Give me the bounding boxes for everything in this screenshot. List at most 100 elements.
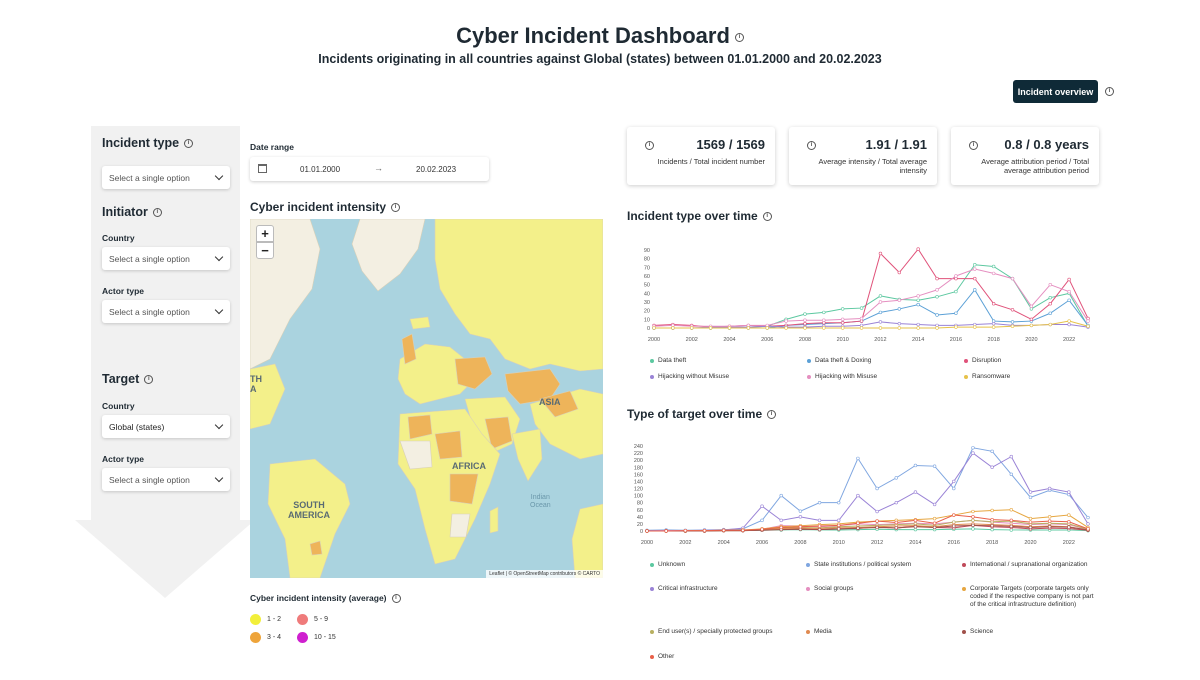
data-point[interactable] bbox=[935, 288, 939, 292]
data-point[interactable] bbox=[916, 302, 920, 307]
data-point[interactable] bbox=[1067, 490, 1071, 494]
legend-item[interactable]: Hijacking without Misuse bbox=[650, 373, 783, 381]
series-line[interactable] bbox=[647, 452, 1089, 532]
info-icon[interactable]: i bbox=[391, 203, 401, 213]
data-point[interactable] bbox=[856, 456, 860, 461]
incident-type-select[interactable]: Select a single option bbox=[102, 166, 230, 189]
data-point[interactable] bbox=[878, 326, 883, 330]
data-point[interactable] bbox=[779, 518, 783, 523]
data-point[interactable] bbox=[935, 276, 939, 281]
data-point[interactable] bbox=[837, 527, 841, 531]
data-point[interactable] bbox=[1047, 519, 1052, 523]
series-line[interactable] bbox=[647, 514, 1089, 532]
legend-item[interactable]: Data theft bbox=[650, 357, 783, 365]
data-point[interactable] bbox=[817, 524, 822, 528]
data-point[interactable] bbox=[1029, 317, 1034, 322]
data-point[interactable] bbox=[990, 449, 994, 454]
data-point[interactable] bbox=[971, 523, 975, 528]
map-attribution[interactable]: Leaflet | © OpenStreetMap contributors ©… bbox=[486, 570, 603, 578]
data-point[interactable] bbox=[990, 508, 994, 513]
data-point[interactable] bbox=[822, 318, 826, 322]
data-point[interactable] bbox=[1010, 320, 1015, 324]
data-point[interactable] bbox=[1067, 513, 1071, 517]
data-point[interactable] bbox=[671, 326, 675, 330]
data-point[interactable] bbox=[837, 500, 841, 505]
data-point[interactable] bbox=[971, 515, 975, 519]
data-point[interactable] bbox=[746, 326, 751, 330]
data-point[interactable] bbox=[935, 313, 939, 317]
date-to[interactable]: 20.02.2023 bbox=[416, 165, 457, 174]
info-icon[interactable]: i bbox=[184, 139, 194, 149]
data-point[interactable] bbox=[784, 319, 788, 323]
data-point[interactable] bbox=[859, 306, 864, 310]
data-point[interactable] bbox=[779, 525, 783, 530]
data-point[interactable] bbox=[954, 325, 958, 329]
data-point[interactable] bbox=[973, 276, 977, 281]
data-point[interactable] bbox=[1047, 515, 1052, 519]
data-point[interactable] bbox=[856, 521, 860, 525]
data-point[interactable] bbox=[1048, 295, 1052, 300]
data-point[interactable] bbox=[652, 326, 656, 330]
legend-item[interactable]: Critical infrastructure bbox=[650, 585, 783, 593]
data-point[interactable] bbox=[798, 509, 803, 513]
data-point[interactable] bbox=[803, 321, 807, 326]
data-point[interactable] bbox=[991, 321, 996, 326]
data-point[interactable] bbox=[990, 523, 994, 528]
data-point[interactable] bbox=[702, 528, 707, 533]
data-point[interactable] bbox=[840, 321, 845, 325]
data-point[interactable] bbox=[916, 294, 920, 298]
info-icon[interactable]: i bbox=[152, 208, 162, 218]
data-point[interactable] bbox=[837, 523, 841, 528]
data-point[interactable] bbox=[856, 493, 860, 498]
data-point[interactable] bbox=[1010, 324, 1015, 328]
data-point[interactable] bbox=[913, 463, 918, 468]
data-point[interactable] bbox=[1010, 308, 1015, 312]
info-icon[interactable]: i bbox=[767, 410, 777, 420]
info-icon[interactable]: i bbox=[144, 375, 154, 385]
data-point[interactable] bbox=[803, 326, 807, 330]
data-point[interactable] bbox=[1028, 516, 1033, 521]
data-point[interactable] bbox=[954, 289, 958, 294]
data-point[interactable] bbox=[971, 451, 975, 455]
data-point[interactable] bbox=[971, 509, 975, 514]
data-point[interactable] bbox=[894, 500, 898, 505]
data-point[interactable] bbox=[1086, 319, 1090, 323]
data-point[interactable] bbox=[894, 526, 898, 530]
data-point[interactable] bbox=[932, 525, 937, 530]
data-point[interactable] bbox=[1067, 298, 1071, 302]
data-point[interactable] bbox=[913, 518, 918, 523]
legend-item[interactable]: Science bbox=[962, 628, 1095, 636]
info-icon[interactable]: i bbox=[391, 594, 401, 604]
legend-item[interactable]: Media bbox=[806, 628, 939, 636]
data-point[interactable] bbox=[878, 310, 883, 315]
data-point[interactable] bbox=[991, 302, 996, 306]
legend-item[interactable]: International / supranational organizati… bbox=[962, 561, 1095, 569]
data-point[interactable] bbox=[1048, 311, 1052, 315]
data-point[interactable] bbox=[875, 486, 879, 491]
target-actor-select[interactable]: Select a single option bbox=[102, 468, 230, 491]
data-point[interactable] bbox=[952, 479, 956, 484]
data-point[interactable] bbox=[1067, 277, 1071, 282]
data-point[interactable] bbox=[765, 326, 769, 330]
data-point[interactable] bbox=[990, 527, 994, 532]
data-point[interactable] bbox=[1009, 524, 1014, 529]
data-point[interactable] bbox=[798, 525, 803, 529]
data-point[interactable] bbox=[1009, 508, 1014, 512]
data-point[interactable] bbox=[894, 476, 898, 480]
initiator-actor-select[interactable]: Select a single option bbox=[102, 300, 230, 323]
data-point[interactable] bbox=[817, 518, 822, 523]
data-point[interactable] bbox=[1086, 527, 1090, 531]
data-point[interactable] bbox=[1048, 282, 1052, 287]
data-point[interactable] bbox=[954, 274, 958, 278]
data-point[interactable] bbox=[1028, 520, 1033, 524]
legend-item[interactable]: State institutions / political system bbox=[806, 561, 939, 569]
legend-item[interactable]: Data theft & Doxing bbox=[807, 357, 940, 365]
data-point[interactable] bbox=[664, 529, 668, 533]
data-point[interactable] bbox=[875, 519, 879, 523]
legend-item[interactable]: Social groups bbox=[806, 585, 939, 593]
series-line[interactable] bbox=[646, 447, 1089, 531]
data-point[interactable] bbox=[856, 526, 860, 530]
data-point[interactable] bbox=[683, 528, 688, 533]
series-line[interactable] bbox=[653, 268, 1089, 327]
legend-item[interactable]: Corporate Targets (corporate targets onl… bbox=[962, 585, 1095, 609]
